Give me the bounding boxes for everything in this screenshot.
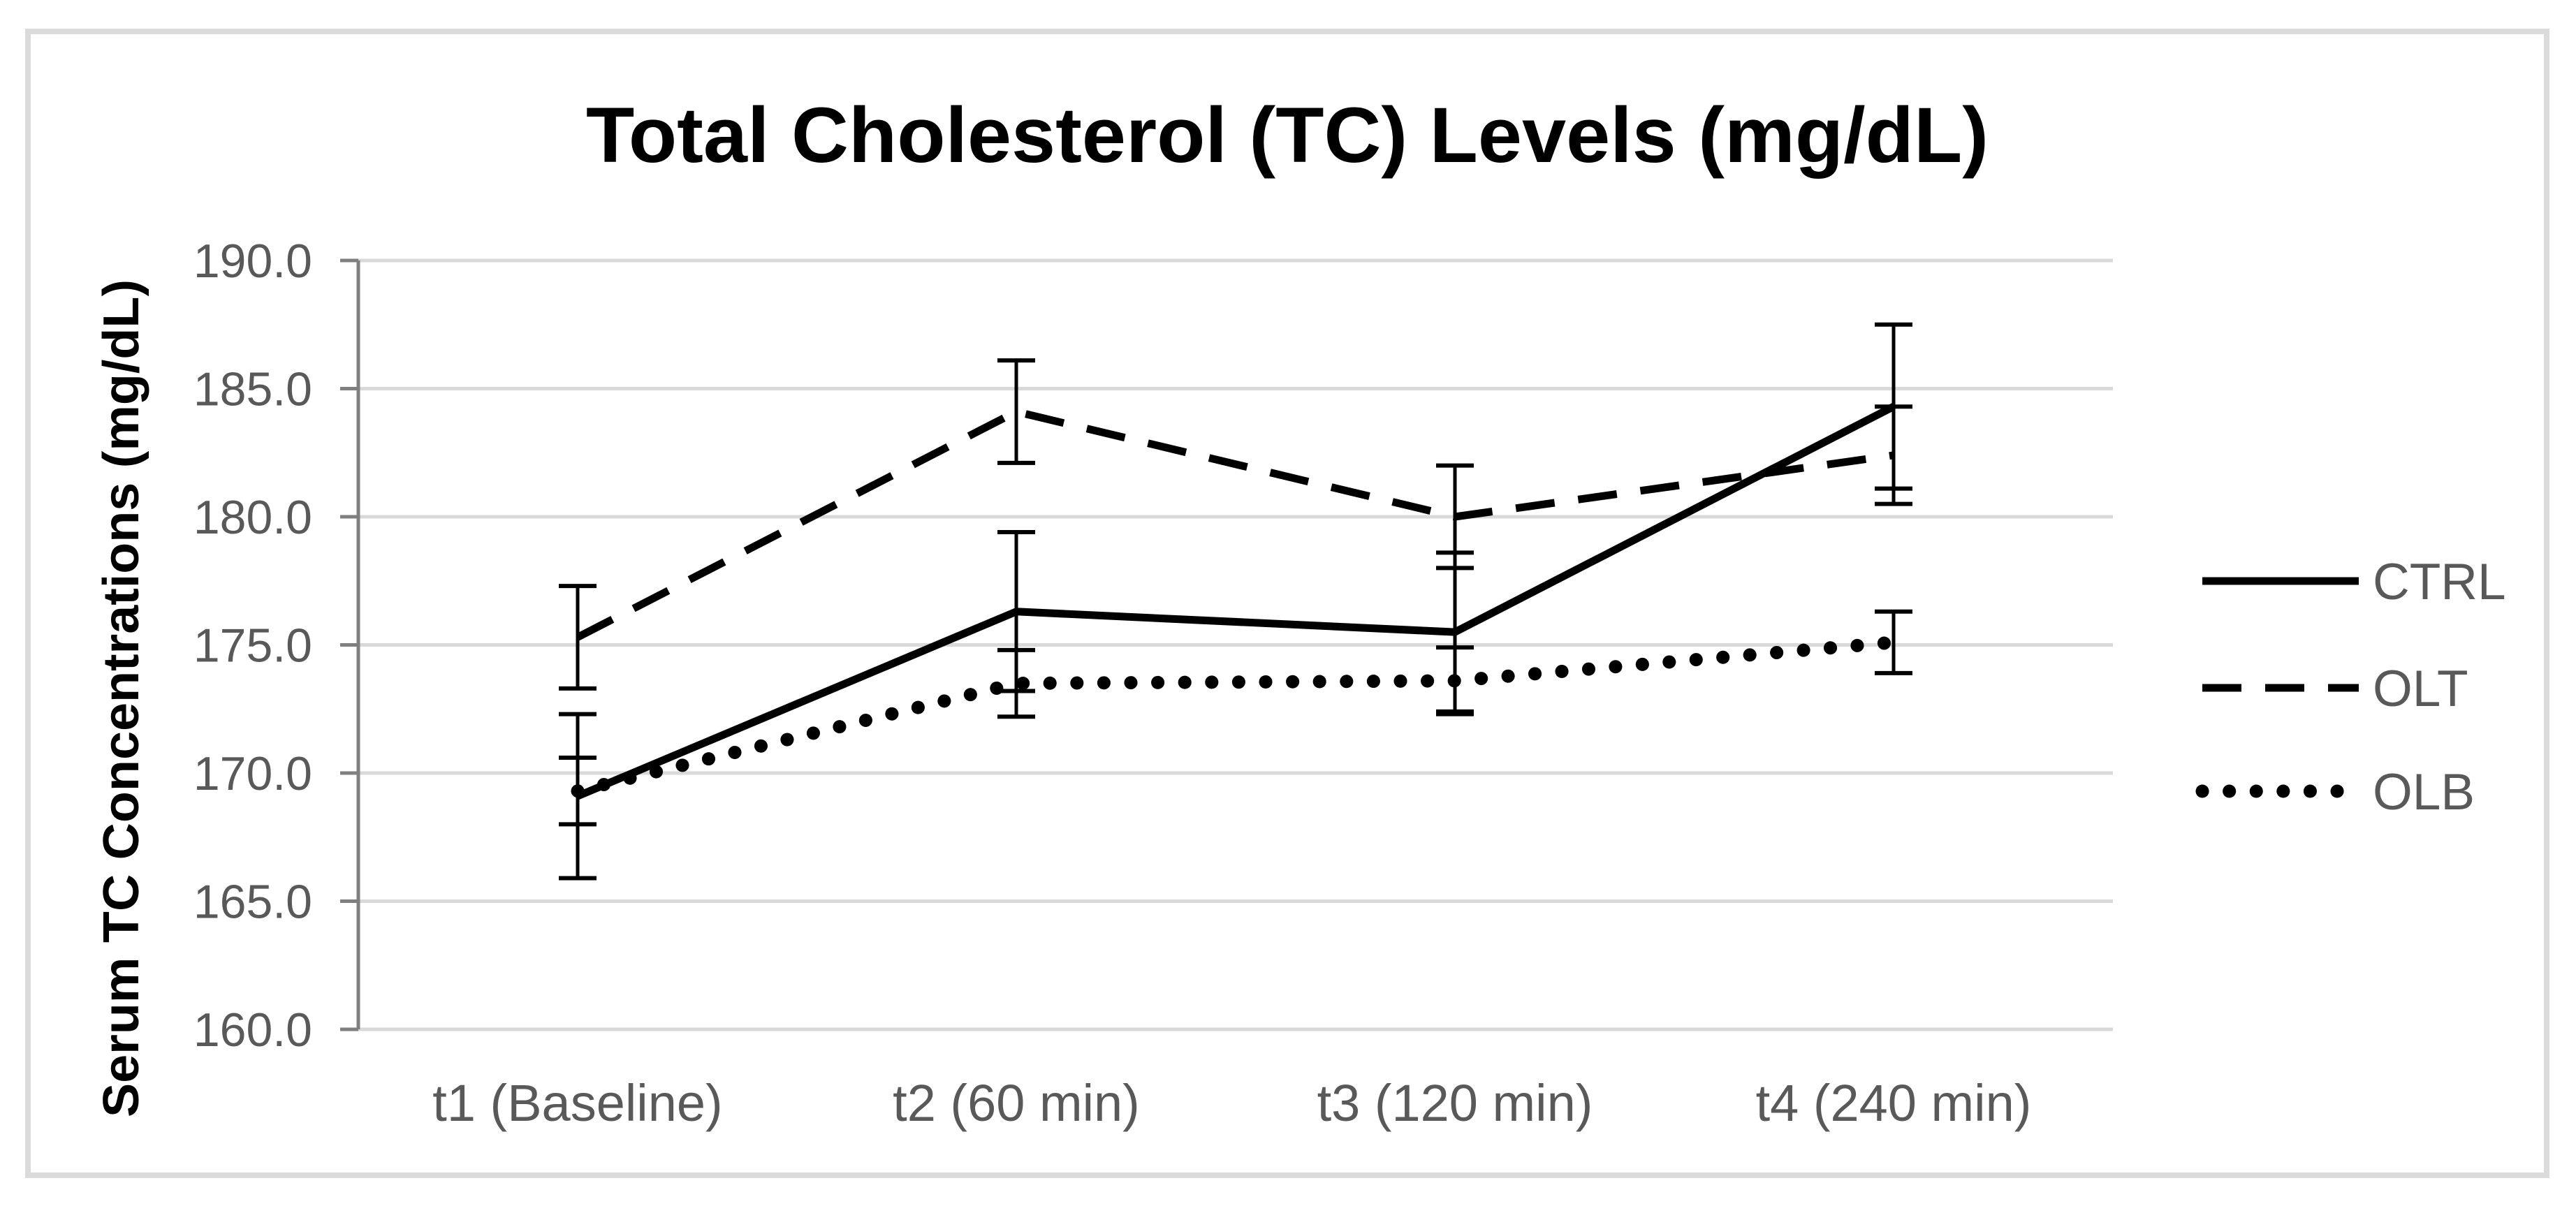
legend-label-olt: OLT — [2373, 661, 2468, 717]
y-tick-label: 185.0 — [193, 363, 312, 416]
error-bar-olb — [1875, 609, 1912, 675]
y-tick-label: 170.0 — [193, 747, 312, 800]
legend-label-ctrl: CTRL — [2373, 554, 2506, 610]
chart-frame-border — [25, 29, 2549, 1178]
series-line-olt — [576, 408, 1894, 641]
y-tick-label: 190.0 — [193, 235, 312, 288]
y-tick-label: 175.0 — [193, 619, 312, 672]
error-bar-olb — [997, 647, 1035, 719]
chart-title: Total Cholesterol (TC) Levels (mg/dL) — [586, 91, 1989, 179]
y-tick-label: 160.0 — [193, 1004, 312, 1057]
legend-label-olb: OLB — [2373, 764, 2475, 821]
x-tick-label: t3 (120 min) — [1317, 1074, 1593, 1132]
series-line-ctrl — [576, 403, 1896, 800]
legend-item-olt: OLT — [2202, 661, 2468, 717]
y-axis-title: Serum TC Concentrations (mg/dL) — [94, 279, 149, 1117]
x-tick-label: t4 (240 min) — [1756, 1074, 2032, 1132]
series-line-olb — [571, 635, 1901, 798]
legend-item-olb: OLB — [2195, 764, 2475, 821]
error-bar-olt — [997, 358, 1035, 465]
y-tick-label: 165.0 — [193, 876, 312, 929]
x-tick-label: t2 (60 min) — [893, 1074, 1140, 1132]
x-tick-label: t1 (Baseline) — [432, 1074, 722, 1132]
y-tick-label: 180.0 — [193, 491, 312, 544]
legend-item-ctrl: CTRL — [2202, 554, 2506, 610]
